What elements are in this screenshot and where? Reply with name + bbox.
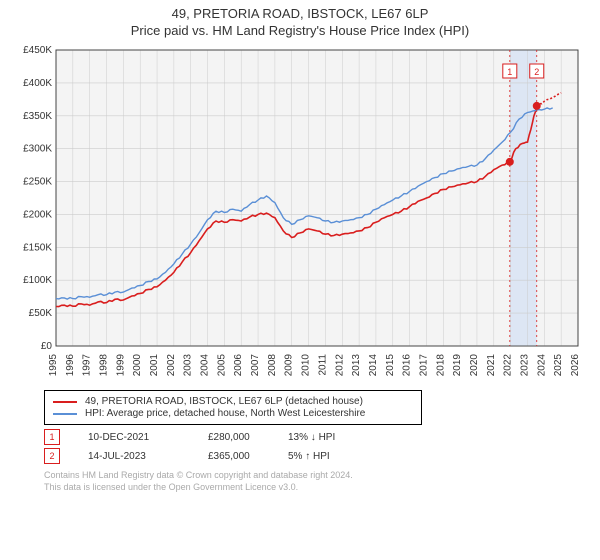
svg-text:2022: 2022: [503, 354, 514, 377]
svg-text:2021: 2021: [486, 354, 497, 377]
svg-text:1997: 1997: [82, 354, 93, 377]
svg-text:2014: 2014: [368, 354, 379, 377]
sale-point-pct: 13% ↓ HPI: [288, 432, 388, 443]
footer-attribution: Contains HM Land Registry data © Crown c…: [44, 470, 588, 493]
legend-label: HPI: Average price, detached house, Nort…: [85, 408, 365, 419]
title-block: 49, PRETORIA ROAD, IBSTOCK, LE67 6LP Pri…: [0, 0, 600, 38]
sale-point-row: 1 10-DEC-2021£280,00013% ↓ HPI: [44, 429, 588, 445]
svg-text:£300K: £300K: [23, 144, 52, 155]
svg-text:£250K: £250K: [23, 177, 52, 188]
sale-point-date: 14-JUL-2023: [88, 451, 208, 462]
svg-text:2024: 2024: [536, 354, 547, 377]
sale-points-table: 1 10-DEC-2021£280,00013% ↓ HPI 2 14-JUL-202…: [44, 429, 588, 464]
svg-text:2009: 2009: [284, 354, 295, 377]
footer-line-2: This data is licensed under the Open Gov…: [44, 482, 588, 494]
svg-text:2004: 2004: [200, 354, 211, 377]
svg-text:1: 1: [507, 67, 512, 77]
legend-box: 49, PRETORIA ROAD, IBSTOCK, LE67 6LP (de…: [44, 390, 422, 425]
sale-point-marker: 1: [44, 429, 60, 445]
svg-text:2025: 2025: [553, 354, 564, 377]
svg-text:£0: £0: [41, 341, 53, 352]
footer-line-1: Contains HM Land Registry data © Crown c…: [44, 470, 588, 482]
sale-point-date: 10-DEC-2021: [88, 432, 208, 443]
svg-text:2006: 2006: [233, 354, 244, 377]
legend-row: HPI: Average price, detached house, Nort…: [53, 408, 413, 419]
svg-text:1996: 1996: [65, 354, 76, 377]
svg-text:2001: 2001: [149, 354, 160, 377]
legend-row: 49, PRETORIA ROAD, IBSTOCK, LE67 6LP (de…: [53, 396, 413, 407]
chart-container: 49, PRETORIA ROAD, IBSTOCK, LE67 6LP Pri…: [0, 0, 600, 560]
svg-text:2010: 2010: [301, 354, 312, 377]
svg-text:2003: 2003: [183, 354, 194, 377]
svg-text:£50K: £50K: [29, 308, 53, 319]
svg-text:£450K: £450K: [23, 45, 52, 56]
svg-text:£100K: £100K: [23, 275, 52, 286]
svg-text:2020: 2020: [469, 354, 480, 377]
sale-point-price: £365,000: [208, 451, 288, 462]
svg-text:£200K: £200K: [23, 209, 52, 220]
svg-text:2011: 2011: [317, 354, 328, 376]
svg-text:2018: 2018: [435, 354, 446, 377]
svg-text:2: 2: [534, 67, 539, 77]
svg-text:1999: 1999: [115, 354, 126, 377]
svg-text:2019: 2019: [452, 354, 463, 377]
svg-text:2017: 2017: [418, 354, 429, 377]
svg-text:2000: 2000: [132, 354, 143, 377]
svg-text:£400K: £400K: [23, 78, 52, 89]
legend-label: 49, PRETORIA ROAD, IBSTOCK, LE67 6LP (de…: [85, 396, 363, 407]
svg-text:1998: 1998: [99, 354, 110, 377]
svg-text:2008: 2008: [267, 354, 278, 377]
svg-text:2012: 2012: [334, 354, 345, 377]
svg-text:2016: 2016: [402, 354, 413, 377]
svg-text:2023: 2023: [519, 354, 530, 377]
svg-text:2007: 2007: [250, 354, 261, 377]
sale-point-marker: 2: [44, 448, 60, 464]
legend-swatch: [53, 413, 77, 415]
svg-text:2015: 2015: [385, 354, 396, 377]
chart-area: £0 £50K £100K £150K £200K £250K £300K £350K £400…: [12, 44, 588, 384]
line-chart-svg: £0 £50K £100K £150K £200K £250K £300K £350K £400…: [12, 44, 588, 384]
sale-point-pct: 5% ↑ HPI: [288, 451, 388, 462]
svg-text:2013: 2013: [351, 354, 362, 377]
svg-text:1995: 1995: [48, 354, 59, 377]
svg-text:2005: 2005: [216, 354, 227, 377]
svg-text:2002: 2002: [166, 354, 177, 377]
chart-subtitle: Price paid vs. HM Land Registry's House …: [0, 23, 600, 38]
sale-point-price: £280,000: [208, 432, 288, 443]
svg-text:£350K: £350K: [23, 111, 52, 122]
sale-point-row: 2 14-JUL-2023£365,0005% ↑ HPI: [44, 448, 588, 464]
legend-swatch: [53, 401, 77, 403]
svg-text:2026: 2026: [570, 354, 581, 377]
svg-text:£150K: £150K: [23, 242, 52, 253]
chart-title: 49, PRETORIA ROAD, IBSTOCK, LE67 6LP: [0, 6, 600, 21]
